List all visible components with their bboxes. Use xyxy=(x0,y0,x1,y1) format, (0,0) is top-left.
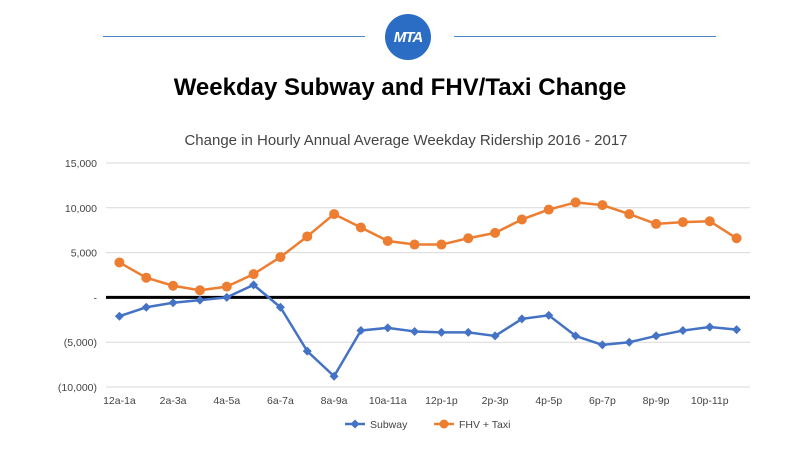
data-point xyxy=(731,233,742,244)
data-point xyxy=(382,235,393,246)
data-point xyxy=(732,325,742,335)
x-tick-label: 6p-7p xyxy=(589,395,616,407)
data-point xyxy=(302,346,312,356)
data-point xyxy=(222,292,232,302)
data-point xyxy=(249,280,259,290)
data-point xyxy=(436,239,447,250)
legend-item: FHV + Taxi xyxy=(434,419,510,431)
data-point xyxy=(704,216,715,227)
data-point xyxy=(409,239,420,250)
x-tick-label: 8p-9p xyxy=(643,395,670,407)
data-point xyxy=(275,302,285,312)
legend-item: Subway xyxy=(345,419,408,431)
data-point xyxy=(651,218,662,229)
data-point xyxy=(302,231,313,242)
data-point xyxy=(490,331,500,341)
data-point xyxy=(275,252,286,263)
data-point xyxy=(436,327,446,337)
data-point xyxy=(677,217,688,228)
data-point xyxy=(543,204,554,215)
data-point xyxy=(356,326,366,336)
page-title: Weekday Subway and FHV/Taxi Change xyxy=(173,74,627,101)
data-point xyxy=(490,227,501,238)
chart-title: Change in Hourly Annual Average Weekday … xyxy=(184,132,627,149)
data-point xyxy=(597,200,608,211)
x-tick-label: 4a-5a xyxy=(213,395,240,407)
data-point xyxy=(194,285,205,296)
data-point xyxy=(141,302,151,312)
data-point xyxy=(678,326,688,336)
x-tick-label: 2a-3a xyxy=(160,395,187,407)
series-line xyxy=(119,283,737,378)
series-group xyxy=(114,197,742,381)
data-point xyxy=(410,326,420,336)
data-point xyxy=(597,340,607,350)
x-tick-label: 8a-9a xyxy=(321,395,348,407)
data-point xyxy=(141,272,152,283)
data-point xyxy=(705,322,715,332)
y-axis-ticks: 15,000 10,000 5,000 - (5,000) (10,000) xyxy=(58,158,98,394)
mta-logo: MTA xyxy=(385,14,431,60)
header-rule-left xyxy=(103,36,365,37)
x-tick-label: 10a-11a xyxy=(369,395,407,407)
x-axis-ticks: 12a-1a 2a-3a 4a-5a 6a-7a 8a-9a 10a-11a 12p-1p 2… xyxy=(103,395,729,407)
series-line xyxy=(118,201,738,292)
data-point xyxy=(168,280,179,291)
legend-label: Subway xyxy=(370,419,408,431)
x-tick-label: 2p-3p xyxy=(482,395,509,407)
data-point xyxy=(463,327,473,337)
data-point xyxy=(517,314,527,324)
data-point xyxy=(221,281,232,292)
x-tick-label: 12p-1p xyxy=(425,395,458,407)
data-point xyxy=(195,295,205,305)
data-point xyxy=(114,311,124,321)
grid-lines xyxy=(106,162,750,388)
y-tick-label: 5,000 xyxy=(71,248,97,260)
x-tick-label: 4p-5p xyxy=(535,395,562,407)
header-rule-right xyxy=(454,36,716,37)
data-point xyxy=(248,269,259,280)
x-tick-label: 12a-1a xyxy=(103,395,136,407)
x-tick-label: 6a-7a xyxy=(267,395,294,407)
legend-marker xyxy=(350,419,360,429)
data-point xyxy=(651,331,661,341)
series-subway xyxy=(114,280,742,381)
legend: Subway FHV + Taxi xyxy=(345,419,510,431)
x-tick-label: 10p-11p xyxy=(691,395,729,407)
data-point xyxy=(624,337,634,347)
data-point xyxy=(544,310,554,320)
y-tick-label: 10,000 xyxy=(65,203,97,215)
data-point xyxy=(168,298,178,308)
data-point xyxy=(571,331,581,341)
data-point xyxy=(516,214,527,225)
data-point xyxy=(624,209,635,220)
data-point xyxy=(329,209,340,220)
y-tick-label: (10,000) xyxy=(58,382,97,394)
data-point xyxy=(355,222,366,233)
data-point xyxy=(570,197,581,208)
data-point xyxy=(114,257,125,268)
series-fhv-taxi xyxy=(114,197,742,296)
y-tick-label: - xyxy=(94,292,98,304)
data-point xyxy=(463,233,474,244)
legend-label: FHV + Taxi xyxy=(459,419,510,431)
data-point xyxy=(329,371,339,381)
data-point xyxy=(383,323,393,333)
y-tick-label: (5,000) xyxy=(64,337,97,349)
y-tick-label: 15,000 xyxy=(65,158,97,170)
legend-marker xyxy=(439,419,449,429)
